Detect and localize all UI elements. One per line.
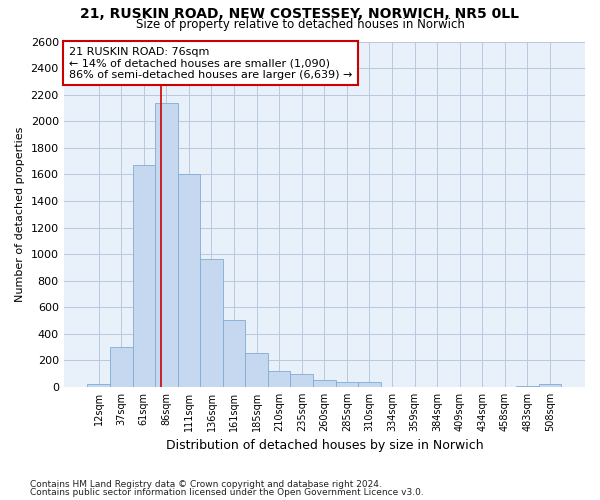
Text: Contains HM Land Registry data © Crown copyright and database right 2024.: Contains HM Land Registry data © Crown c… — [30, 480, 382, 489]
Bar — [539, 384, 562, 387]
Bar — [200, 260, 223, 387]
Bar — [110, 347, 133, 387]
Text: Size of property relative to detached houses in Norwich: Size of property relative to detached ho… — [136, 18, 464, 31]
Bar — [268, 371, 290, 387]
Bar — [133, 165, 155, 387]
X-axis label: Distribution of detached houses by size in Norwich: Distribution of detached houses by size … — [166, 440, 483, 452]
Bar — [313, 380, 335, 387]
Bar — [178, 174, 200, 387]
Y-axis label: Number of detached properties: Number of detached properties — [15, 126, 25, 302]
Bar — [155, 102, 178, 387]
Bar — [516, 386, 539, 387]
Bar — [290, 374, 313, 387]
Bar — [88, 384, 110, 387]
Text: 21 RUSKIN ROAD: 76sqm
← 14% of detached houses are smaller (1,090)
86% of semi-d: 21 RUSKIN ROAD: 76sqm ← 14% of detached … — [69, 46, 352, 80]
Bar — [245, 353, 268, 387]
Text: Contains public sector information licensed under the Open Government Licence v3: Contains public sector information licen… — [30, 488, 424, 497]
Bar — [335, 382, 358, 387]
Bar — [358, 382, 381, 387]
Bar — [223, 320, 245, 387]
Text: 21, RUSKIN ROAD, NEW COSTESSEY, NORWICH, NR5 0LL: 21, RUSKIN ROAD, NEW COSTESSEY, NORWICH,… — [80, 8, 520, 22]
